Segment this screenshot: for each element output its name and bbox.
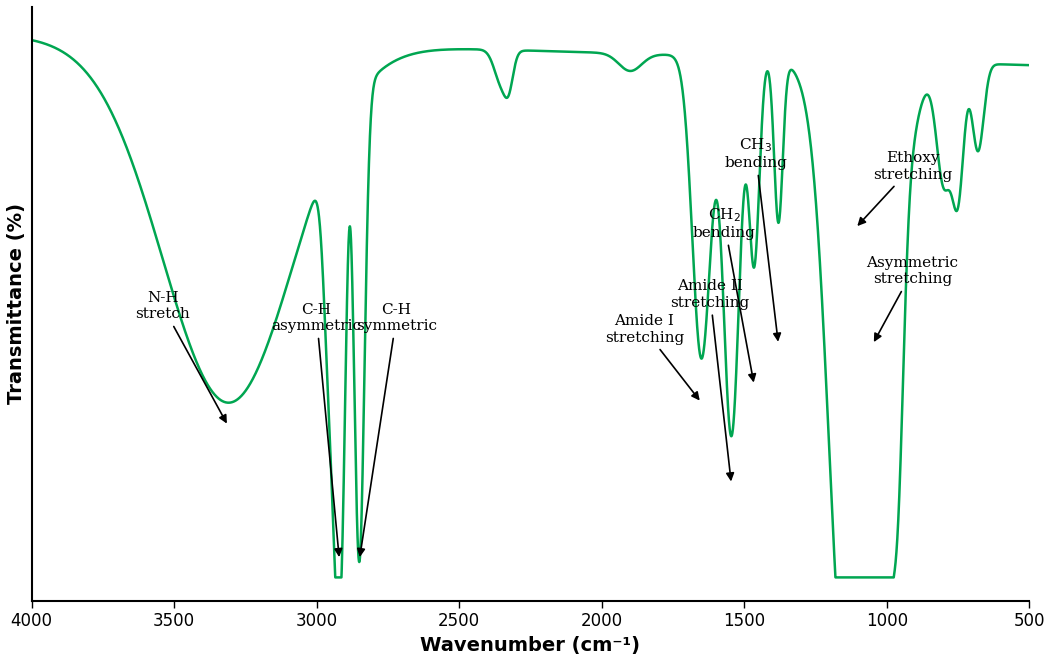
- Y-axis label: Transmittance (%): Transmittance (%): [7, 203, 26, 404]
- Text: C-H
symmetric: C-H symmetric: [356, 303, 437, 555]
- Text: C-H
asymmetric: C-H asymmetric: [271, 303, 362, 555]
- Text: N-H
stretch: N-H stretch: [136, 291, 226, 422]
- Text: Asymmetric
stretching: Asymmetric stretching: [867, 256, 958, 340]
- Text: Amide II
stretching: Amide II stretching: [670, 279, 750, 480]
- Text: Amide I
stretching: Amide I stretching: [605, 314, 699, 399]
- Text: CH$_2$
bending: CH$_2$ bending: [693, 206, 755, 381]
- X-axis label: Wavenumber (cm⁻¹): Wavenumber (cm⁻¹): [421, 636, 641, 655]
- Text: Ethoxy
stretching: Ethoxy stretching: [858, 152, 952, 224]
- Text: CH$_3$
bending: CH$_3$ bending: [724, 136, 787, 340]
